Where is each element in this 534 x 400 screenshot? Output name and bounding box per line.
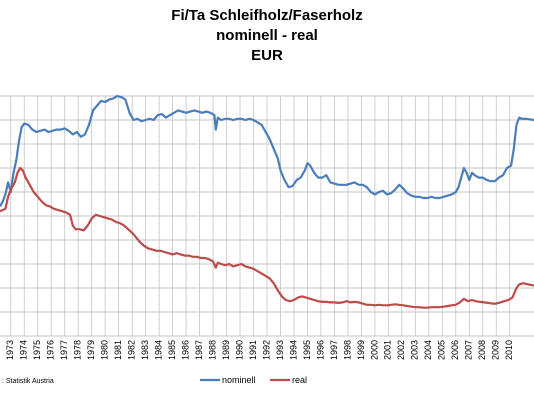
legend-label-nominell: nominell — [222, 375, 256, 385]
x-tick-label: 2005 — [437, 340, 447, 360]
x-tick-label: 1993 — [275, 340, 285, 360]
x-tick-label: 1979 — [86, 340, 96, 360]
x-tick-label: 1973 — [5, 340, 15, 360]
x-tick-label: 1975 — [32, 340, 42, 360]
x-tick-label: 1989 — [221, 340, 231, 360]
x-tick-label: 1983 — [140, 340, 150, 360]
x-tick-label: 1976 — [46, 340, 56, 360]
x-tick-label: 1986 — [180, 340, 190, 360]
legend-label-real: real — [292, 375, 307, 385]
x-tick-label: 1999 — [356, 340, 366, 360]
x-tick-label: 2003 — [410, 340, 420, 360]
x-tick-label: 1984 — [153, 340, 163, 360]
x-tick-label: 1998 — [342, 340, 352, 360]
x-tick-label: 1978 — [73, 340, 83, 360]
x-tick-label: 1990 — [234, 340, 244, 360]
x-tick-label: 2008 — [477, 340, 487, 360]
x-tick-label: 1991 — [248, 340, 258, 360]
x-tick-label: 1995 — [302, 340, 312, 360]
x-tick-label: 1974 — [19, 340, 29, 360]
x-tick-label: 2002 — [396, 340, 406, 360]
chart-title-line-3: EUR — [251, 47, 283, 64]
x-tick-label: 2010 — [504, 340, 514, 360]
x-tick-label: 2000 — [369, 340, 379, 360]
x-axis-tick-labels: 1973 1974 1975 1976 1977 1978 1979 1980 1981 1982… — [5, 340, 514, 360]
series-line-nominell — [0, 94, 534, 207]
chart-series — [0, 94, 534, 309]
source-note: : Statistik Austria — [2, 378, 54, 385]
chart-title-line-2: nominell - real — [216, 27, 318, 44]
chart-title: Fi/Ta Schleifholz/Faserholz nominell - r… — [0, 6, 534, 66]
x-tick-label: 1994 — [288, 340, 298, 360]
x-tick-label: 1996 — [315, 340, 325, 360]
x-tick-label: 2004 — [423, 340, 433, 360]
x-tick-label: 2006 — [450, 340, 460, 360]
x-tick-label: 2007 — [464, 340, 474, 360]
x-tick-label: 1982 — [127, 340, 137, 360]
x-tick-label: 2009 — [491, 340, 501, 360]
x-tick-label: 1988 — [207, 340, 217, 360]
chart-title-line-1: Fi/Ta Schleifholz/Faserholz — [171, 7, 363, 24]
x-tick-label: 1987 — [194, 340, 204, 360]
x-tick-label: 1992 — [261, 340, 271, 360]
x-tick-label: 1981 — [113, 340, 123, 360]
chart-gridlines — [0, 95, 534, 337]
series-line-real — [0, 166, 534, 309]
x-tick-label: 1997 — [329, 340, 339, 360]
x-tick-label: 1985 — [167, 340, 177, 360]
x-tick-label: 2001 — [383, 340, 393, 360]
x-tick-label: 1980 — [100, 340, 110, 360]
x-tick-label: 1977 — [59, 340, 69, 360]
chart-legend: nominell real — [200, 375, 307, 385]
